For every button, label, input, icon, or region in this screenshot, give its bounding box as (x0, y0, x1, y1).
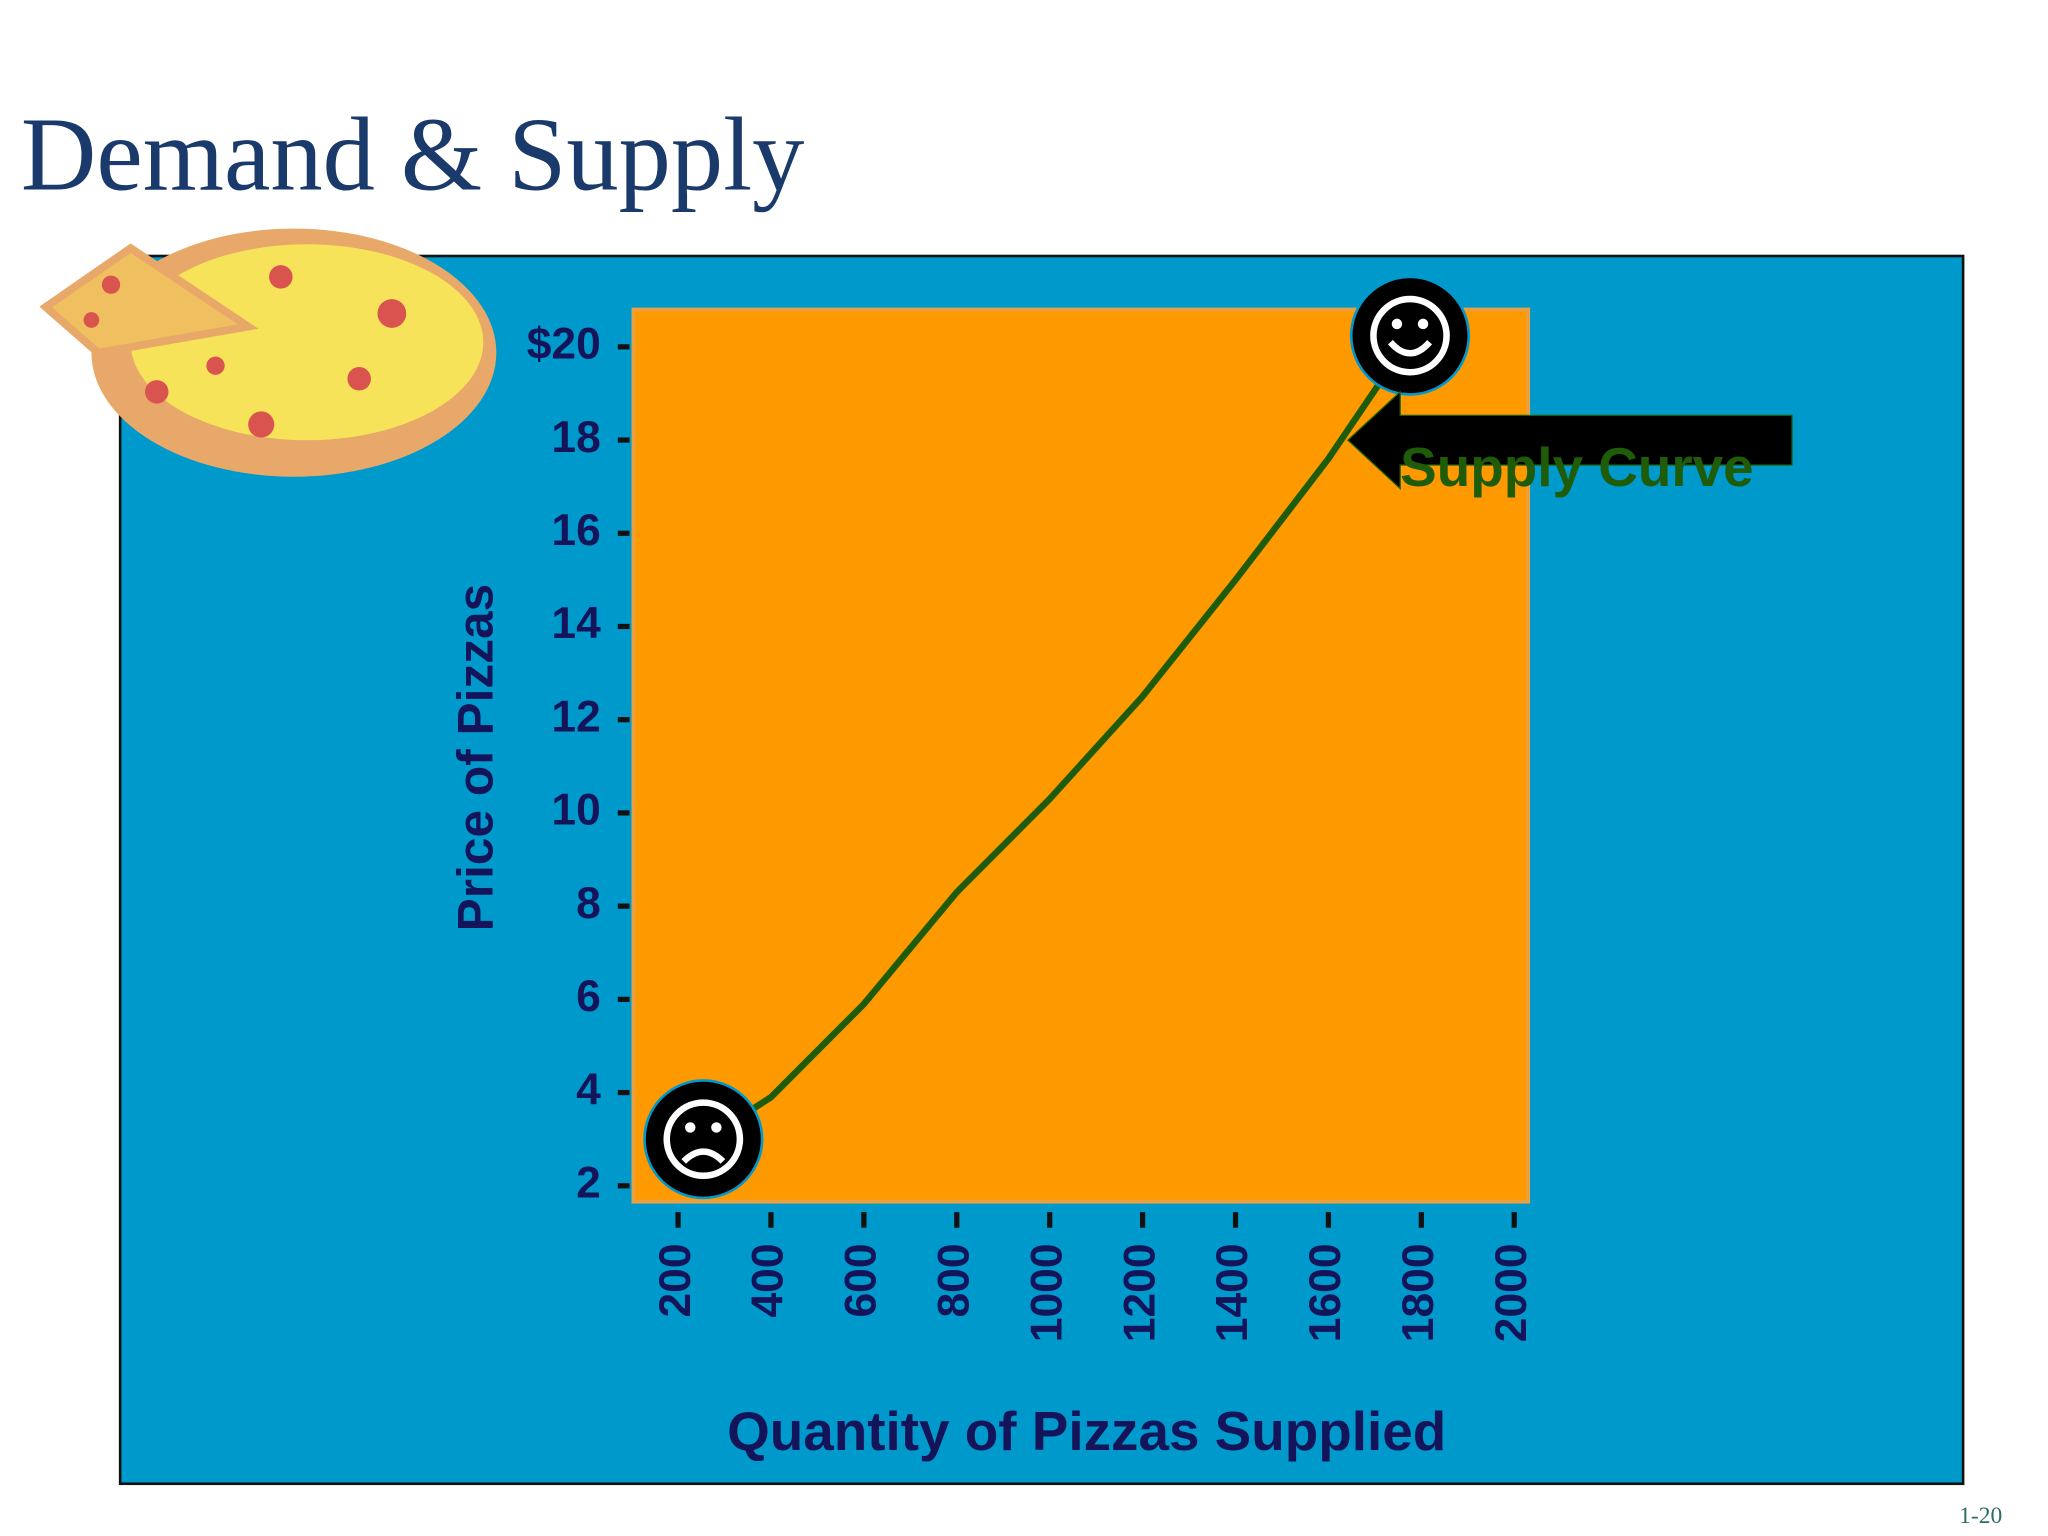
icon-disc (643, 1079, 764, 1200)
slide-title: Demand & Supply (21, 96, 804, 212)
y-tick-label: $20 (527, 320, 601, 369)
y-tick-label: 16 (551, 506, 600, 555)
y-tick-label: 8 (576, 879, 601, 928)
y-axis-label: Price of Pizzas (447, 584, 503, 932)
y-tick-label: 18 (551, 413, 600, 462)
icon-face (1370, 295, 1450, 376)
icon-mouth (681, 1148, 726, 1164)
y-tick-label: 10 (551, 786, 600, 835)
x-tick-label: 1800 (1394, 1243, 1443, 1342)
sad-face-icon (643, 1079, 764, 1200)
x-tick-label: 800 (930, 1243, 979, 1317)
y-tick-label: 14 (551, 599, 601, 648)
x-tick-label: 2000 (1487, 1243, 1536, 1342)
x-tick-label: 1600 (1301, 1243, 1350, 1342)
pizza-illustration (39, 228, 497, 477)
icon-face (663, 1099, 744, 1180)
x-tick-label: 1400 (1208, 1243, 1257, 1342)
icon-eye (711, 1122, 722, 1133)
y-tick-label: 4 (576, 1065, 601, 1114)
y-tick-label: 2 (576, 1159, 601, 1208)
x-tick-label: 600 (837, 1243, 886, 1317)
x-tick-label: 200 (651, 1243, 700, 1317)
supply-line (704, 340, 1411, 1142)
y-tick-label: 6 (576, 972, 601, 1021)
icon-eye (1391, 318, 1403, 330)
x-tick-label: 400 (744, 1243, 793, 1317)
icon-eye (685, 1122, 696, 1133)
x-axis-label: Quantity of Pizzas Supplied (727, 1400, 1446, 1462)
annotation-arrow (1346, 390, 1793, 490)
icon-eye (1417, 318, 1429, 330)
x-tick-label: 1200 (1115, 1243, 1164, 1342)
y-tick-label: 12 (551, 692, 600, 741)
x-tick-label: 1000 (1022, 1243, 1071, 1342)
page-number: 1-20 (1959, 1503, 2002, 1529)
annotation: Supply Curve (1400, 436, 1754, 498)
icon-mouth (1387, 339, 1433, 357)
icon-disc (1349, 275, 1471, 396)
plot-area (631, 307, 1531, 1204)
happy-face-icon (1349, 275, 1471, 396)
